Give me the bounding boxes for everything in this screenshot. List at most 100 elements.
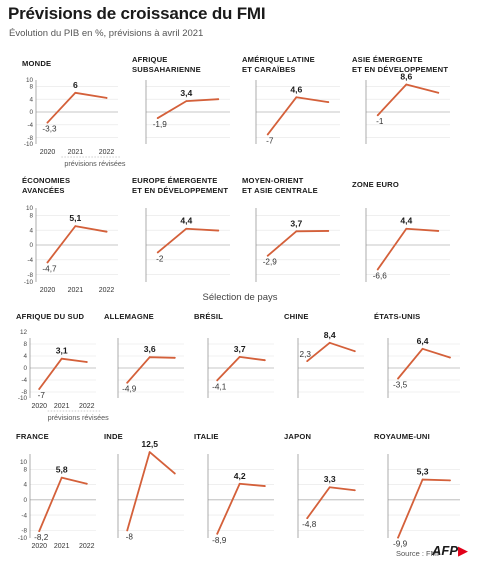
panel-title: ALLEMAGNE [104, 312, 154, 321]
data-label: 4,4 [400, 216, 412, 226]
data-label: 4,2 [234, 471, 246, 481]
data-point [405, 83, 408, 86]
y-tick-label: -8 [21, 528, 27, 535]
panel-title: ÉTATS-UNIS [374, 312, 420, 321]
panel-title: JAPON [284, 432, 311, 441]
data-label: 6,4 [417, 336, 429, 346]
data-point [126, 529, 129, 532]
page-subtitle: Évolution du PIB en %, prévisions à avri… [9, 28, 204, 39]
panel-title: ROYAUME-UNI [374, 432, 430, 441]
revised-note: prévisions révisées [64, 159, 126, 168]
chart-panel: ZONE EURO -6,6 4,4 [352, 180, 450, 282]
series-line [216, 355, 266, 382]
data-label: 3,6 [144, 344, 156, 354]
y-tick-label: 8 [23, 466, 27, 473]
data-label: -4,7 [42, 264, 57, 273]
y-tick-label: -4 [27, 122, 33, 129]
series-line [126, 451, 176, 532]
data-point [266, 133, 269, 136]
panel-title: AMÉRIQUE LATINE [242, 55, 315, 64]
data-point [376, 268, 379, 271]
data-label: -4,8 [302, 520, 317, 529]
data-label: 4,6 [290, 84, 302, 94]
y-tick-label: -4 [21, 377, 27, 384]
x-tick-label: 2022 [79, 403, 95, 410]
y-tick-label: -4 [27, 257, 33, 264]
data-label: 5,3 [417, 467, 429, 477]
data-label: 3,3 [324, 474, 336, 484]
panel-title: ET EN DÉVELOPPEMENT [132, 186, 228, 195]
panel-title: ITALIE [194, 432, 219, 441]
data-label: -3,5 [393, 381, 408, 390]
panel-title: AVANCÉES [22, 186, 65, 195]
y-tick-label: 10 [20, 459, 28, 466]
data-point [46, 261, 49, 264]
data-label: 3,1 [56, 346, 68, 356]
data-point [306, 517, 309, 520]
y-tick-label: 0 [29, 242, 33, 249]
data-label: 3,4 [180, 88, 192, 98]
data-point [148, 356, 151, 359]
panel-title: INDE [104, 432, 123, 441]
data-label: -4,9 [122, 385, 137, 394]
panel-title: MONDE [22, 59, 51, 68]
data-point [126, 381, 129, 384]
data-point [295, 96, 298, 99]
data-point [449, 479, 451, 482]
series-line [306, 486, 356, 520]
y-tick-label: 0 [23, 365, 27, 372]
x-tick-label: 2021 [54, 403, 70, 410]
data-point [263, 485, 266, 487]
y-tick-label: 4 [23, 353, 27, 360]
section-label: Sélection de pays [202, 292, 278, 303]
series-line [156, 98, 220, 119]
data-label: 4,4 [180, 216, 192, 226]
data-label: -1,9 [153, 120, 168, 129]
y-tick-label: 4 [29, 227, 33, 234]
data-label: 8,4 [324, 330, 336, 340]
data-point [173, 356, 176, 359]
data-point [238, 482, 241, 485]
data-point [46, 121, 49, 124]
panel-title: AFRIQUE [132, 55, 168, 64]
data-point [217, 229, 220, 232]
series-line [46, 225, 108, 264]
data-point [74, 91, 77, 94]
panel-title: EUROPE ÉMERGENTE [132, 176, 217, 185]
y-tick-label: 4 [23, 482, 27, 489]
data-point [185, 227, 188, 230]
data-point [156, 117, 159, 119]
data-point [216, 532, 219, 535]
data-point [421, 347, 424, 350]
x-tick-label: 2022 [99, 149, 115, 156]
series-line [306, 341, 356, 363]
y-tick-label: 4 [29, 96, 33, 103]
y-tick-label: 8 [29, 213, 33, 220]
data-label: 6 [73, 80, 78, 90]
data-point [185, 100, 188, 103]
data-point [353, 350, 356, 353]
y-tick-label: -8 [21, 389, 27, 396]
data-point [295, 230, 298, 233]
data-point [266, 254, 269, 257]
data-point [397, 536, 399, 539]
series-line [397, 347, 451, 380]
x-tick-label: 2020 [40, 287, 56, 294]
series-line [46, 91, 108, 124]
x-tick-label: 2021 [54, 543, 70, 550]
x-tick-label: 2020 [31, 543, 47, 550]
data-point [328, 341, 331, 344]
panel-title: FRANCE [16, 432, 49, 441]
data-point [437, 230, 440, 232]
panel-title: CHINE [284, 312, 309, 321]
data-label: -8 [126, 532, 134, 541]
series-line [156, 227, 220, 254]
series-line [376, 227, 440, 271]
y-tick-label: -10 [18, 535, 28, 542]
